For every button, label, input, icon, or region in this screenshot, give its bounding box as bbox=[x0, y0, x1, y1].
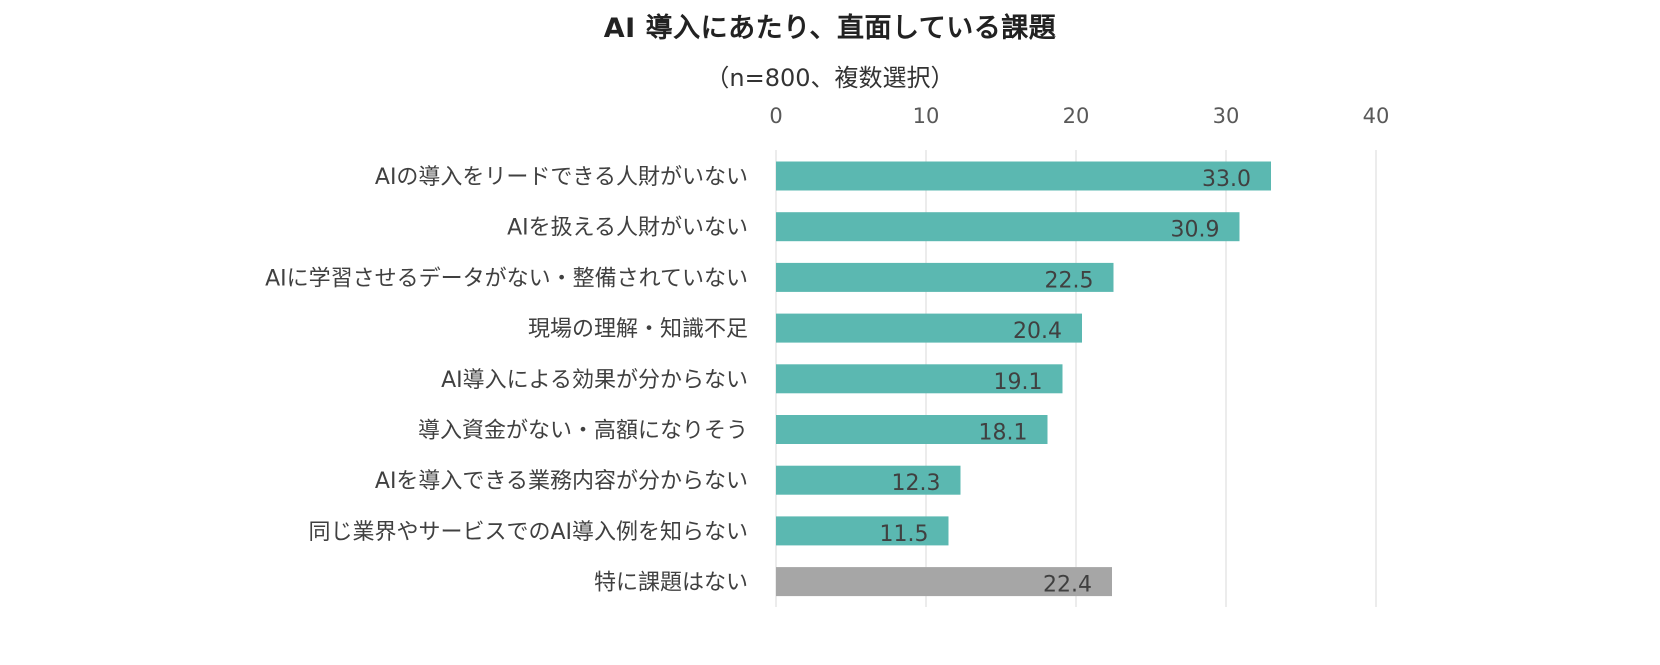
data-label: 22.4 bbox=[1043, 573, 1092, 598]
data-label: 18.1 bbox=[979, 421, 1028, 446]
bar bbox=[776, 364, 1063, 394]
data-label: 12.3 bbox=[892, 471, 941, 496]
category-label: AI導入による効果が分からない bbox=[441, 368, 748, 393]
category-label: AIを扱える人財がいない bbox=[507, 216, 748, 241]
bar bbox=[776, 212, 1240, 242]
category-labels: AIの導入をリードできる人財がいない AIを扱える人財がいない AIに学習させるデー… bbox=[265, 165, 748, 596]
data-label: 19.1 bbox=[994, 370, 1043, 395]
data-label: 22.5 bbox=[1045, 268, 1094, 293]
data-label: 11.5 bbox=[880, 522, 929, 547]
bar bbox=[776, 313, 1082, 343]
x-tick-label: 30 bbox=[1213, 104, 1240, 128]
data-label: 20.4 bbox=[1013, 319, 1062, 344]
bar bbox=[776, 516, 949, 546]
chart-subtitle: （n=800、複数選択） bbox=[705, 64, 955, 92]
category-label: 現場の理解・知識不足 bbox=[528, 317, 748, 342]
data-label: 30.9 bbox=[1171, 218, 1220, 243]
data-labels: 33.0 30.9 22.5 20.4 19.1 18.1 12.3 11.5 22.4 bbox=[880, 167, 1251, 598]
bar bbox=[776, 262, 1114, 292]
bars bbox=[776, 161, 1271, 597]
bar bbox=[776, 161, 1271, 191]
category-label: AIを導入できる業務内容が分からない bbox=[375, 469, 748, 494]
bar bbox=[776, 465, 961, 495]
x-tick-label: 20 bbox=[1063, 104, 1090, 128]
x-tick-label: 0 bbox=[769, 104, 782, 128]
x-tick-label: 10 bbox=[913, 104, 940, 128]
category-label: 導入資金がない・高額になりそう bbox=[418, 419, 748, 444]
category-label: 特に課題はない bbox=[594, 571, 748, 596]
bar bbox=[776, 567, 1112, 597]
chart-title: AI 導入にあたり、直面している課題 bbox=[603, 13, 1057, 44]
category-label: 同じ業界やサービスでのAI導入例を知らない bbox=[308, 520, 748, 545]
data-label: 33.0 bbox=[1202, 167, 1251, 192]
category-label: AIに学習させるデータがない・整備されていない bbox=[265, 266, 748, 291]
x-axis-ticks: 0 10 20 30 40 bbox=[769, 104, 1389, 128]
bar bbox=[776, 415, 1048, 444]
category-label: AIの導入をリードできる人財がいない bbox=[375, 165, 748, 190]
x-tick-label: 40 bbox=[1363, 104, 1390, 128]
